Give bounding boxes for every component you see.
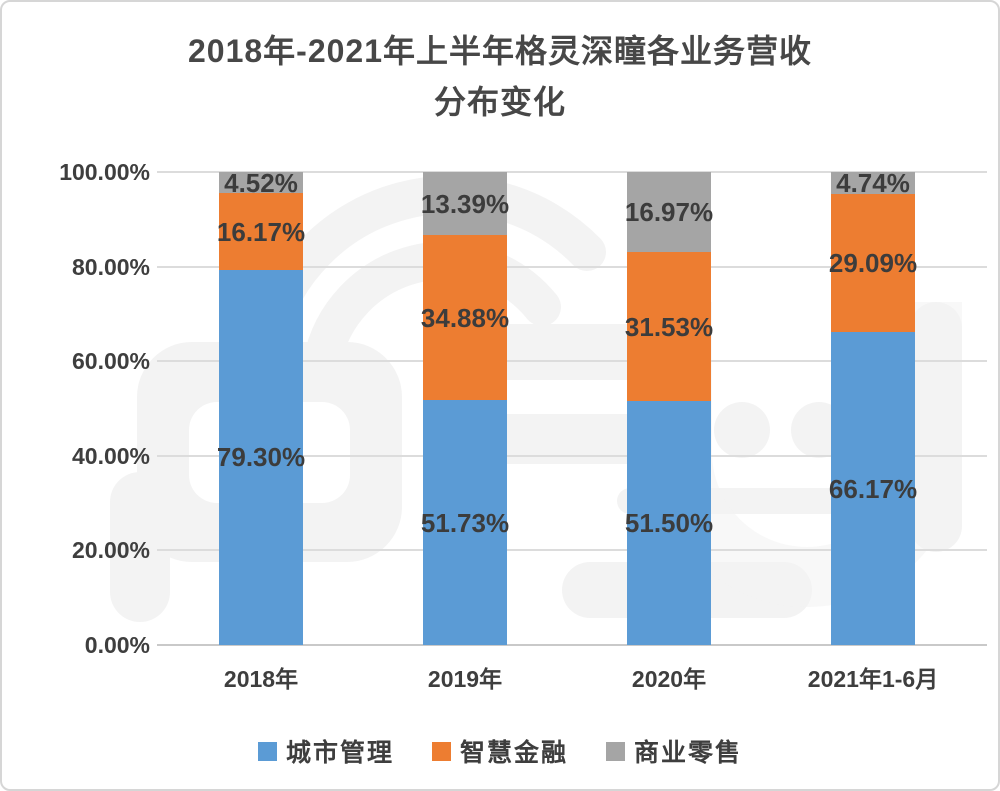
legend-item: 商业零售 [606,733,742,769]
bar-value-label: 51.73% [420,507,510,538]
bar-segment [831,194,915,333]
bar-value-label: 13.39% [420,188,510,219]
bar-value-label: 79.30% [216,442,306,473]
plot-area: 79.30% 16.17% 4.52% 51.73% 34.88% 13.39% 51.50… [157,168,987,646]
legend-color-swatch-icon [431,741,451,761]
bar-segment [423,400,507,645]
legend-label: 智慧金融 [459,739,568,767]
y-axis-tick-label: 80.00% [71,253,150,280]
chart-title-line-2: 分布变化 [433,83,566,120]
bar-value-label: 16.97% [624,197,714,228]
y-axis-tick-label: 100.00% [59,159,150,185]
bar-segment [219,269,303,645]
bar-segment [423,172,507,236]
legend-label: 城市管理 [285,739,394,767]
bar-value-label: 4.74% [836,168,910,199]
bar-segment [831,332,915,645]
bar-segment [423,235,507,401]
bar-segment [627,252,711,402]
y-axis-tick-label: 20.00% [71,537,150,564]
legend-label: 商业零售 [634,739,743,767]
legend-color-swatch-icon [257,741,277,761]
legend: 城市管理 智慧金融 商业零售 [2,730,998,772]
bar-segment [831,172,915,195]
bar-value-label: 16.17% [216,216,306,247]
chart-title-line-1: 2018年-2021年上半年格灵深瞳各业务营收 [187,33,813,69]
gridline [157,265,987,268]
bar-value-label: 34.88% [420,302,510,333]
x-axis-baseline [157,644,987,646]
x-axis-category-label: 2019年 [427,666,503,692]
gridline [157,360,987,363]
bar-value-label: 51.50% [624,508,714,539]
x-axis-category-label: 2020年 [631,666,707,692]
bar-segment [627,172,711,253]
x-axis-category-label: 2018年 [223,666,299,692]
gridline [157,549,987,552]
bar-value-label: 4.52% [224,167,298,198]
legend-color-swatch-icon [606,741,625,761]
bar-value-label: 66.17% [828,473,918,504]
bar-segment [219,193,303,270]
bar-segment [219,172,303,194]
bar-value-label: 29.09% [828,248,918,279]
x-axis-category-label: 2021年1-6月 [807,666,939,692]
legend-item: 城市管理 [257,733,394,769]
bar-value-label: 31.53% [624,311,714,342]
bar-segment [627,401,711,645]
gridline [157,454,987,457]
y-axis-tick-label: 40.00% [71,442,150,469]
gridline [157,171,987,173]
legend-item: 智慧金融 [431,733,568,769]
y-axis-tick-label: 0.00% [84,632,150,658]
chart-title: 2018年-2021年上半年格灵深瞳各业务营收 分布变化 [2,26,998,127]
y-axis-tick-label: 60.00% [71,348,150,375]
